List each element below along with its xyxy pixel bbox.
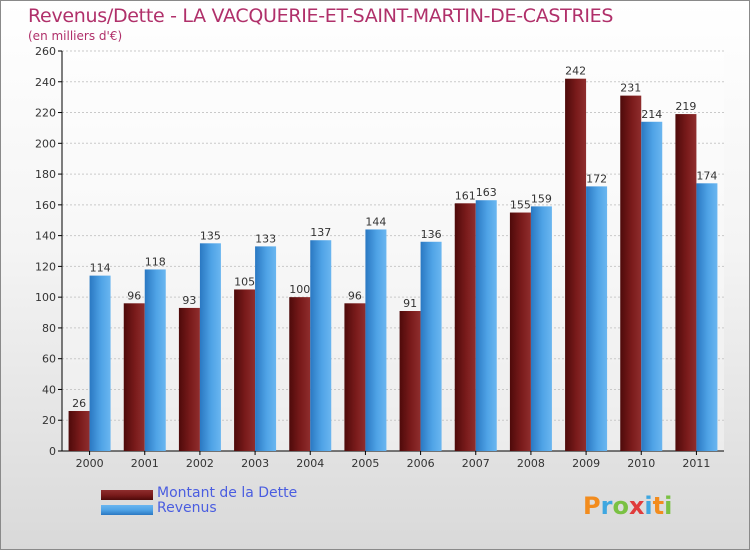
data-label-revenus: 144	[365, 215, 386, 228]
x-tick-label: 2008	[517, 457, 545, 470]
data-label-revenus: 133	[255, 232, 276, 245]
bar-dette-2000	[68, 411, 90, 451]
bar-revenus-2004	[310, 240, 332, 451]
bar-revenus-2008	[530, 206, 552, 451]
data-label-revenus: 163	[476, 186, 497, 199]
y-tick-label: 120	[35, 260, 56, 273]
y-tick-label: 40	[42, 383, 56, 396]
proxiti-logo: Proxiti	[583, 492, 672, 520]
bar-dette-2008	[509, 212, 531, 451]
logo-letter: o	[612, 492, 629, 520]
bar-dette-2003	[234, 289, 256, 451]
data-label-dette: 161	[455, 189, 476, 202]
legend-label-dette: Montant de la Dette	[157, 485, 298, 501]
x-tick-label: 2005	[351, 457, 379, 470]
y-tick-label: 100	[35, 291, 56, 304]
logo-letter: x	[628, 492, 645, 520]
data-label-dette: 91	[403, 297, 417, 310]
data-label-dette: 105	[234, 275, 255, 288]
bar-revenus-2003	[255, 246, 277, 451]
data-label-revenus: 135	[200, 229, 221, 242]
legend-label-revenus: Revenus	[157, 500, 217, 516]
legend-swatch-revenus	[101, 505, 153, 515]
bar-dette-2001	[123, 303, 145, 451]
x-tick-label: 2009	[572, 457, 600, 470]
bar-dette-2009	[565, 78, 587, 451]
bar-revenus-2009	[586, 186, 608, 451]
x-tick-label: 2011	[682, 457, 710, 470]
bar-revenus-2001	[144, 269, 166, 451]
x-tick-label: 2006	[407, 457, 435, 470]
data-label-dette: 155	[510, 199, 531, 212]
bar-dette-2005	[344, 303, 366, 451]
logo-letter: r	[600, 492, 613, 520]
data-label-dette: 231	[620, 82, 641, 95]
bar-dette-2004	[289, 297, 311, 451]
logo-letter: i	[664, 492, 673, 520]
bar-dette-2006	[399, 311, 421, 451]
y-tick-label: 160	[35, 199, 56, 212]
chart-subtitle: (en milliers d'€)	[28, 29, 123, 43]
logo-letter: i	[644, 492, 653, 520]
y-tick-label: 240	[35, 76, 56, 89]
bar-revenus-2006	[420, 241, 442, 451]
y-tick-label: 0	[49, 445, 56, 458]
bar-revenus-2011	[696, 183, 718, 452]
bar-revenus-2000	[89, 275, 111, 451]
x-tick-label: 2000	[76, 457, 104, 470]
data-label-revenus: 137	[310, 226, 331, 239]
x-tick-label: 2003	[241, 457, 269, 470]
bar-revenus-2007	[475, 200, 497, 451]
bar-revenus-2005	[365, 229, 387, 451]
data-label-dette: 26	[72, 397, 86, 410]
data-label-dette: 100	[289, 283, 310, 296]
data-label-revenus: 136	[421, 228, 442, 241]
x-tick-label: 2007	[462, 457, 490, 470]
data-label-dette: 93	[182, 294, 196, 307]
chart-title: Revenus/Dette - LA VACQUERIE-ET-SAINT-MA…	[28, 5, 614, 27]
y-tick-label: 220	[35, 107, 56, 120]
y-tick-label: 180	[35, 168, 56, 181]
x-tick-label: 2001	[131, 457, 159, 470]
logo-letter: P	[583, 492, 601, 520]
data-label-revenus: 174	[696, 169, 717, 182]
bar-dette-2002	[178, 307, 200, 451]
bar-dette-2011	[675, 114, 697, 452]
bar-dette-2007	[454, 203, 476, 451]
y-tick-label: 80	[42, 322, 56, 335]
logo-letter: t	[652, 492, 665, 520]
data-label-dette: 219	[675, 100, 696, 113]
data-label-revenus: 214	[641, 108, 662, 121]
bar-revenus-2010	[641, 121, 663, 452]
data-label-revenus: 114	[90, 262, 111, 275]
y-tick-label: 140	[35, 230, 56, 243]
y-tick-label: 60	[42, 353, 56, 366]
y-tick-label: 20	[42, 414, 56, 427]
bar-revenus-2002	[199, 243, 221, 451]
data-label-dette: 96	[348, 289, 362, 302]
data-label-revenus: 118	[145, 255, 166, 268]
data-label-dette: 242	[565, 65, 586, 78]
data-label-dette: 96	[127, 289, 141, 302]
x-tick-label: 2010	[627, 457, 655, 470]
y-tick-label: 200	[35, 137, 56, 150]
data-label-revenus: 159	[531, 192, 552, 205]
bar-dette-2010	[620, 95, 642, 451]
plot-area	[62, 51, 724, 451]
legend-swatch-dette	[101, 490, 153, 500]
x-tick-label: 2002	[186, 457, 214, 470]
x-tick-label: 2004	[296, 457, 324, 470]
data-label-revenus: 172	[586, 172, 607, 185]
y-tick-label: 260	[35, 45, 56, 58]
